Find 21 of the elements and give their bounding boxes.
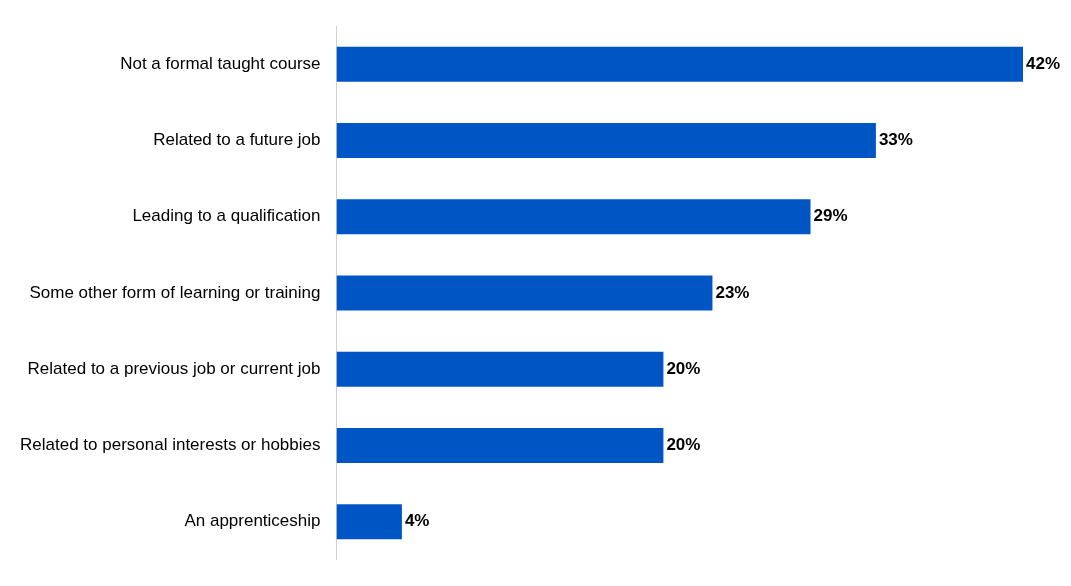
y-tick-label: Some other form of learning or training <box>29 282 321 302</box>
y-tick-label: Related to a previous job or current job <box>27 358 321 378</box>
y-tick-label: Related to personal interests or hobbies <box>20 435 321 455</box>
y-tick-label: Leading to a qualification <box>132 206 321 226</box>
y-tick-label: Related to a future job <box>153 130 321 150</box>
bar <box>336 351 664 387</box>
bar <box>336 427 664 463</box>
data-label: 42% <box>1026 54 1061 73</box>
data-label: 20% <box>666 358 701 378</box>
bar <box>336 275 713 311</box>
bar <box>336 123 876 159</box>
y-tick-label: Not a formal taught course <box>120 54 321 73</box>
bar <box>336 46 1023 82</box>
bar <box>336 504 402 540</box>
y-tick-label: An apprenticeship <box>184 511 321 531</box>
data-label: 20% <box>666 435 701 455</box>
data-label: 4% <box>404 511 430 531</box>
data-label: 29% <box>813 206 848 226</box>
data-label: 23% <box>715 282 750 302</box>
data-label: 33% <box>878 130 913 150</box>
bar <box>336 199 811 235</box>
